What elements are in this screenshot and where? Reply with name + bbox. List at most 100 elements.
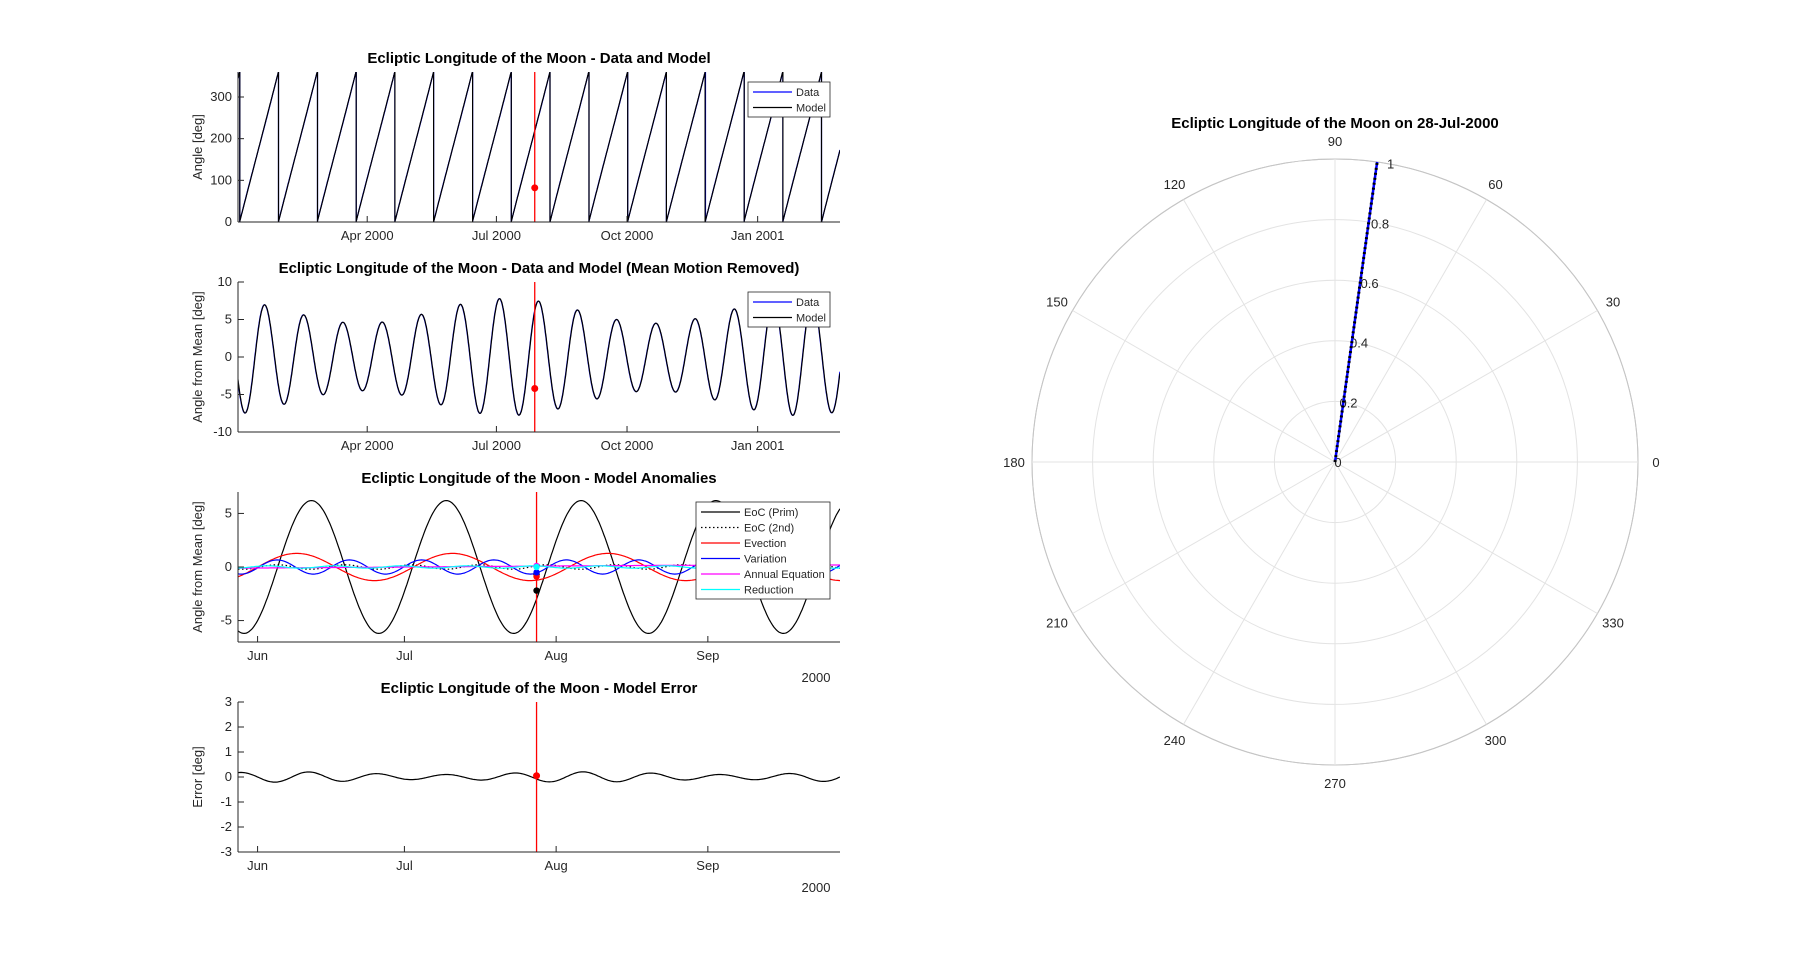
x-axis-label: 2000 [802, 880, 831, 895]
x-tick-label: Sep [696, 858, 719, 873]
current-value-marker [531, 385, 539, 392]
x-tick-label: Sep [696, 648, 719, 663]
polar-theta-label: 90 [1328, 134, 1342, 149]
legend-entry: Data [796, 87, 820, 99]
anomaly-marker [533, 569, 540, 576]
polar-r-label: 0.8 [1371, 216, 1389, 231]
polar-series-model-line [1333, 161, 1379, 463]
x-tick-label: Apr 2000 [341, 438, 394, 453]
polar-theta-gridline [1072, 310, 1336, 463]
y-tick-label: -10 [213, 424, 232, 439]
x-tick-label: Jul [396, 648, 413, 663]
y-axis-label: Error [deg] [190, 746, 205, 807]
polar-theta-label: 0 [1652, 455, 1659, 470]
subplot-2: -10 -5 0 5 10 Apr 2000 Jul 2000 Oct 2000 Jan 200… [190, 260, 840, 453]
y-tick-label: 1 [225, 744, 232, 759]
plot-area [238, 282, 840, 432]
subplot-title: Ecliptic Longitude of the Moon - Data an… [279, 260, 800, 277]
x-tick-label: Oct 2000 [601, 438, 654, 453]
legend: Data Model [747, 81, 831, 118]
x-tick-label: Jan 2001 [731, 438, 785, 453]
legend-entry: Reduction [744, 585, 794, 597]
polar-theta-gridline [1072, 461, 1336, 614]
x-tick-label: Jul 2000 [472, 228, 521, 243]
polar-theta-label: 330 [1602, 616, 1624, 631]
legend-entry: Variation [744, 554, 787, 566]
y-tick-label: 5 [225, 312, 232, 327]
y-tick-label: 0 [225, 769, 232, 784]
y-tick-label: 3 [225, 694, 232, 709]
polar-theta-label: 120 [1164, 177, 1186, 192]
legend-entry: Model [796, 313, 826, 325]
polar-r-label: 0 [1334, 455, 1341, 470]
y-tick-label: -5 [220, 613, 232, 628]
y-tick-label: -2 [220, 819, 232, 834]
polar-theta-gridline [1183, 461, 1336, 725]
y-tick-label: 300 [210, 89, 232, 104]
legend-entry: Model [796, 103, 826, 115]
subplot-title: Ecliptic Longitude of the Moon - Model E… [381, 680, 698, 697]
legend-box [695, 501, 831, 600]
legend: Data Model [747, 291, 831, 328]
polar-theta-gridline [1334, 461, 1598, 614]
legend: EoC (Prim) EoC (2nd) Evection Variation Annu… [695, 501, 831, 600]
axes-background [238, 282, 840, 432]
polar-theta-gridline [1334, 310, 1598, 463]
y-tick-label: 0 [225, 214, 232, 229]
y-tick-label: -5 [220, 387, 232, 402]
current-value-marker [531, 184, 539, 192]
series-model-line [238, 298, 840, 416]
subplot-3: -5 0 5 Jun Jul Aug Sep 2000 Ecliptic Longitude o… [190, 470, 840, 685]
legend-entry: EoC (2nd) [744, 523, 794, 535]
y-axis-label: Angle [deg] [190, 114, 205, 180]
x-tick-label: Aug [545, 858, 568, 873]
anomaly-marker [533, 563, 540, 571]
series-error-line [238, 771, 840, 783]
polar-theta-label: 300 [1485, 733, 1507, 748]
y-tick-label: 0 [225, 349, 232, 364]
y-tick-label: -1 [220, 794, 232, 809]
y-tick-label: -3 [220, 844, 232, 859]
plot-area [238, 72, 840, 222]
axes-background [238, 72, 840, 222]
x-tick-label: Jun [247, 648, 268, 663]
polar-theta-label: 60 [1488, 177, 1502, 192]
subplot-title: Ecliptic Longitude of the Moon - Model A… [361, 470, 716, 487]
y-tick-label: 5 [225, 505, 232, 520]
x-tick-label: Jun [247, 858, 268, 873]
polar-r-label: 1 [1387, 157, 1394, 172]
legend-entry: Annual Equation [744, 569, 825, 581]
x-tick-label: Aug [545, 648, 568, 663]
y-axis-label: Angle from Mean [deg] [190, 291, 205, 423]
polar-r-label: 0.4 [1350, 336, 1368, 351]
y-tick-label: 100 [210, 172, 232, 187]
polar-title: Ecliptic Longitude of the Moon on 28-Jul… [1171, 115, 1499, 132]
legend-entry: EoC (Prim) [744, 507, 798, 519]
anomaly-marker [533, 587, 540, 594]
polar-theta-label: 240 [1164, 733, 1186, 748]
polar-theta-label: 30 [1606, 295, 1620, 310]
polar-theta-label: 150 [1046, 295, 1068, 310]
legend-entry: Data [796, 297, 820, 309]
legend-box [747, 81, 831, 118]
subplot-4: -3 -2 -1 0 1 2 3 Jun Jul Aug Sep 2000 Ecliptic Longi… [190, 680, 840, 895]
legend-box [747, 291, 831, 328]
polar-theta-gridline [1334, 461, 1487, 725]
x-tick-label: Jul 2000 [472, 438, 521, 453]
subplot-1: 0 100 200 300 Apr 2000 Jul 2000 Oct 2000 Jan 20… [190, 50, 840, 243]
x-tick-label: Oct 2000 [601, 228, 654, 243]
x-tick-label: Jan 2001 [731, 228, 785, 243]
series-model-line [238, 72, 840, 222]
polar-theta-gridline [1334, 199, 1487, 463]
y-tick-label: 2 [225, 719, 232, 734]
y-tick-label: 0 [225, 559, 232, 574]
plot-area [238, 702, 840, 852]
polar-theta-label: 180 [1003, 455, 1025, 470]
x-tick-label: Jul [396, 858, 413, 873]
legend-entry: Evection [744, 538, 786, 550]
polar-r-label: 0.6 [1361, 276, 1379, 291]
current-value-marker [533, 772, 541, 780]
polar-theta-label: 270 [1324, 776, 1346, 791]
polar-plot: 030609012015018021024027030033000.20.40.… [1003, 115, 1659, 791]
